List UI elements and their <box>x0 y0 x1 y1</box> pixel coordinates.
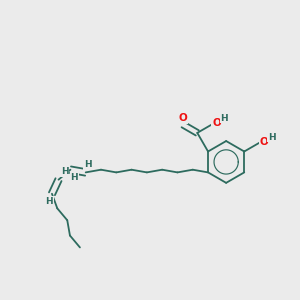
Text: O: O <box>179 113 188 123</box>
Text: O: O <box>212 118 221 128</box>
Text: H: H <box>70 173 78 182</box>
Text: H: H <box>268 133 275 142</box>
Text: H: H <box>45 197 53 206</box>
Text: O: O <box>260 137 268 147</box>
Text: H: H <box>220 114 228 123</box>
Text: H: H <box>84 160 92 169</box>
Text: H: H <box>61 167 69 176</box>
